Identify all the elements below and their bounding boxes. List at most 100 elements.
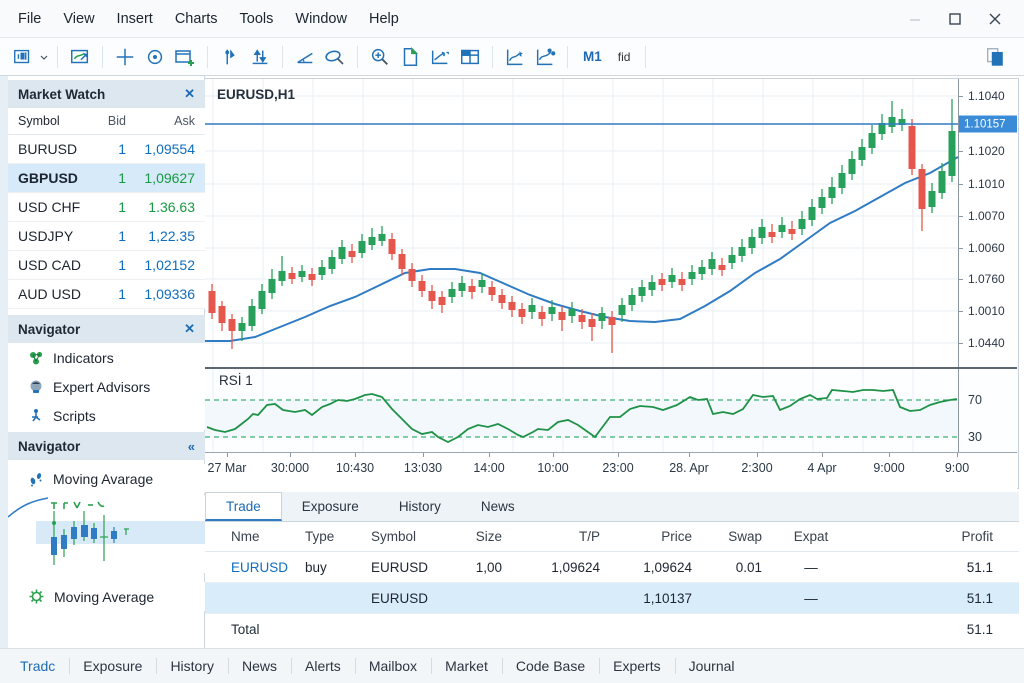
cursor-circle-icon[interactable] — [140, 42, 170, 72]
trade-row[interactable]: EURUSD1,10137—51.1 — [205, 583, 1019, 614]
rsi-level-label: 70 — [968, 393, 982, 407]
quote-ask: 1.36.63 — [126, 199, 205, 215]
minimize-icon[interactable] — [900, 6, 930, 32]
market-watch-row[interactable]: BURUSD11,09554 — [8, 135, 205, 164]
bottom-tab-exposure[interactable]: Exposure — [69, 649, 156, 683]
time-axis-tick — [689, 453, 690, 457]
candle-down — [429, 291, 436, 301]
sidebar-item-moving-average[interactable]: Moving Average — [8, 582, 205, 611]
navigator-close-icon[interactable]: ✕ — [184, 321, 195, 337]
menu-item-help[interactable]: Help — [358, 0, 410, 38]
candle-up — [529, 305, 536, 312]
rsi-axis[interactable]: 7030 — [958, 369, 1017, 452]
chart-shot-icon[interactable] — [65, 42, 95, 72]
candle-up — [239, 323, 246, 331]
time-axis-label: 9:00 — [945, 461, 969, 475]
market-watch-row[interactable]: USD CHF11.36.63 — [8, 193, 205, 222]
quote-ask: 1,22.35 — [126, 228, 205, 244]
menu-item-insert[interactable]: Insert — [106, 0, 164, 38]
bottom-tab-market[interactable]: Market — [431, 649, 502, 683]
menu-item-charts[interactable]: Charts — [164, 0, 229, 38]
candle-down — [909, 126, 916, 169]
bottom-tab-tradc[interactable]: Tradc — [6, 649, 69, 683]
maximize-icon[interactable] — [940, 6, 970, 32]
rsi-pane[interactable]: RSİ 1 7030 — [205, 369, 1017, 452]
price-pane[interactable]: EURUSD,H1 1.10157 1.10401.10201.10101.00… — [205, 79, 1017, 367]
candle-down — [519, 309, 526, 317]
sidebar-item-moving-avarage[interactable]: Moving Avarage — [8, 464, 205, 493]
price-axis-tick — [959, 311, 963, 312]
ellipse-draw-icon[interactable] — [320, 42, 350, 72]
hline-study-icon[interactable] — [245, 42, 275, 72]
bottom-tab-news[interactable]: News — [228, 649, 291, 683]
cell-profit: 51.1 — [860, 560, 993, 575]
chart-panel: EURUSD,H1 1.10157 1.10401.10201.10101.00… — [205, 78, 1019, 489]
new-chart-icon[interactable] — [8, 42, 38, 72]
market-watch-row[interactable]: GBPUSD11,09627 — [8, 164, 205, 193]
close-icon[interactable] — [980, 6, 1010, 32]
trade-column-size: Size — [435, 529, 502, 544]
cell-price: 1,09624 — [600, 560, 692, 575]
market-watch-row[interactable]: AUD USD11,09336 — [8, 280, 205, 309]
candle-down — [409, 269, 416, 281]
bottom-tab-history[interactable]: History — [156, 649, 228, 683]
timeframe-fid-button[interactable]: fid — [610, 50, 639, 64]
bottom-tab-code-base[interactable]: Code Base — [502, 649, 599, 683]
time-axis-tick — [227, 453, 228, 457]
chart-thumbnail[interactable] — [8, 495, 205, 573]
bottom-tab-alerts[interactable]: Alerts — [291, 649, 355, 683]
candle-down — [559, 312, 566, 320]
trade-tab-history[interactable]: History — [379, 492, 461, 521]
candle-up — [809, 207, 816, 220]
trade-row[interactable]: EURUSDbuyEURUSD1,001,096241,096240.01—51… — [205, 552, 1019, 583]
menu-item-window[interactable]: Window — [284, 0, 358, 38]
candle-up — [259, 291, 266, 309]
trendline-icon[interactable] — [290, 42, 320, 72]
trade-tab-trade[interactable]: Trade — [205, 492, 282, 521]
cell-name: EURUSD — [231, 560, 305, 575]
crosshair-icon[interactable] — [110, 42, 140, 72]
price-axis-tick — [959, 343, 963, 344]
sidebar-item-indicators[interactable]: Indicators — [8, 343, 205, 372]
market-watch-close-icon[interactable]: ✕ — [184, 86, 195, 102]
copy-icon[interactable] — [980, 42, 1010, 72]
zoom-in-icon[interactable] — [365, 42, 395, 72]
total-label: Total — [231, 622, 305, 637]
candle-up — [819, 197, 826, 208]
market-watch-row[interactable]: USDJPY11,22.35 — [8, 222, 205, 251]
indicator-list-icon[interactable] — [530, 42, 560, 72]
cell-type: buy — [305, 560, 371, 575]
new-template-icon[interactable] — [395, 42, 425, 72]
trade-tab-exposure[interactable]: Exposure — [282, 492, 379, 521]
window-controls — [900, 6, 1024, 32]
chart-type-caret-icon[interactable] — [38, 42, 50, 72]
time-axis-label: 9:000 — [873, 461, 904, 475]
bottom-tab-experts[interactable]: Experts — [599, 649, 674, 683]
bottom-tab-mailbox[interactable]: Mailbox — [355, 649, 431, 683]
market-watch-row[interactable]: USD CAD11,02152 — [8, 251, 205, 280]
tile-windows-icon[interactable] — [455, 42, 485, 72]
collapse-icon[interactable]: « — [188, 439, 195, 454]
candle-down — [399, 254, 406, 269]
price-axis-label: 1.0070 — [968, 209, 1005, 223]
menu-item-file[interactable]: File — [7, 0, 52, 38]
sidebar-item-scripts[interactable]: Scripts — [8, 401, 205, 430]
cell-symbol: EURUSD — [371, 560, 435, 575]
timeframe-m1-button[interactable]: M1 — [575, 49, 610, 64]
bottom-tab-bar: TradcExposureHistoryNewsAlertsMailboxMar… — [0, 648, 1024, 683]
price-axis[interactable]: 1.10157 1.10401.10201.10101.00701.00601.… — [958, 79, 1017, 367]
indicator-add-icon[interactable] — [500, 42, 530, 72]
candle-down — [289, 273, 296, 279]
chart-canvas[interactable] — [205, 79, 958, 367]
new-order-icon[interactable] — [170, 42, 200, 72]
trade-tab-news[interactable]: News — [461, 492, 535, 521]
bottom-tab-journal[interactable]: Journal — [675, 649, 749, 683]
menu-item-tools[interactable]: Tools — [229, 0, 285, 38]
candle-up — [299, 271, 306, 277]
trend-arrow-icon[interactable] — [425, 42, 455, 72]
time-axis[interactable]: 27 Mar30:00010:43013:03014:0010:0023:002… — [205, 453, 1017, 489]
menu-item-view[interactable]: View — [52, 0, 105, 38]
sidebar-item-expert-advisors[interactable]: Expert Advisors — [8, 372, 205, 401]
rsi-canvas[interactable] — [205, 369, 958, 452]
vline-study-icon[interactable] — [215, 42, 245, 72]
